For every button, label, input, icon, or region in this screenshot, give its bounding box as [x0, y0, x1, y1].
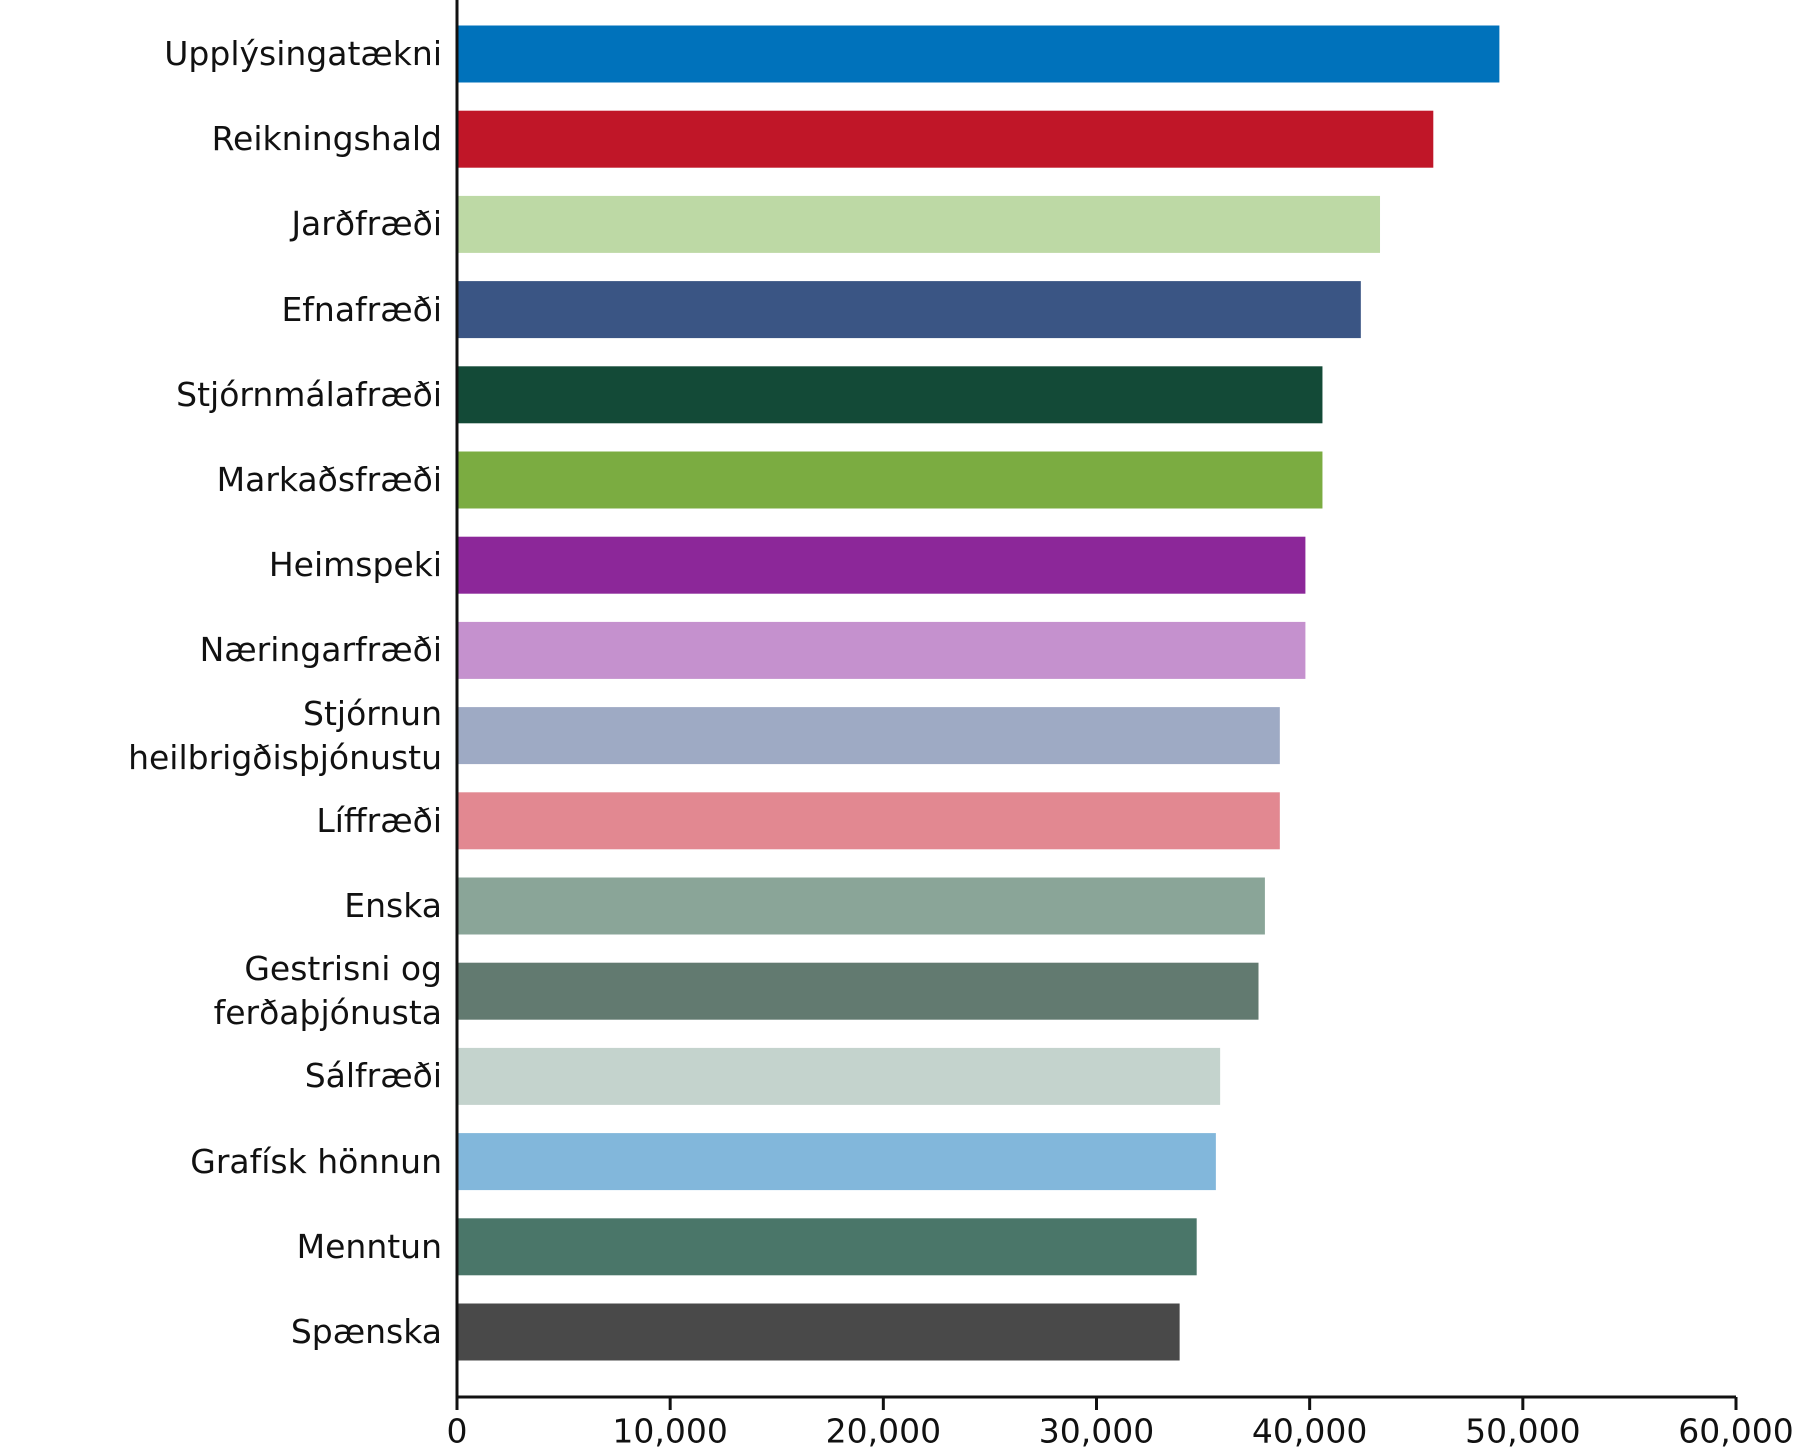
y-tick-label: Gestrisni og ferðaþjónusta [213, 949, 442, 1033]
y-tick-label: Menntun [296, 1226, 442, 1266]
y-tick-label: Markaðsfræði [216, 460, 442, 499]
bar [457, 621, 1306, 679]
bar [457, 195, 1381, 253]
x-tick-label: 20,000 [826, 1412, 941, 1451]
y-tick-label: Heimspeki [268, 545, 442, 585]
y-tick-label: Stjórnun heilbrigðisþjónustu [128, 693, 442, 777]
x-tick-label: 60,000 [1678, 1412, 1793, 1451]
bar [457, 1133, 1216, 1191]
y-tick-label: Reikningshald [211, 119, 442, 159]
x-tick-label: 30,000 [1039, 1412, 1154, 1451]
bar [457, 707, 1280, 765]
x-tick-label: 50,000 [1465, 1412, 1580, 1451]
bar [457, 110, 1434, 168]
x-tick-label: 10,000 [612, 1412, 727, 1451]
bar [457, 792, 1280, 850]
y-tick-label: Líffræði [316, 800, 442, 840]
y-tick-label: Sálfræði [304, 1056, 442, 1096]
y-tick-label: Spænska [290, 1312, 442, 1351]
bar [457, 451, 1323, 509]
y-tick-label: Enska [344, 886, 442, 925]
bar [457, 281, 1361, 339]
bar [457, 536, 1306, 594]
bar [457, 877, 1265, 935]
bar [457, 1218, 1197, 1276]
y-tick-label: Efnafræði [281, 289, 442, 329]
bar [457, 962, 1259, 1020]
y-tick-label: Næringarfræði [199, 630, 442, 670]
bar [457, 1047, 1221, 1105]
bar [457, 1303, 1180, 1361]
x-tick-label: 0 [447, 1412, 468, 1451]
y-tick-label: Grafísk hönnun [190, 1141, 442, 1181]
y-tick-label: Upplýsingatækni [164, 34, 442, 73]
y-tick-label: Stjórnmálafræði [176, 374, 442, 414]
y-tick-label: Jarðfræði [291, 204, 442, 244]
bar [457, 25, 1500, 83]
bar [457, 366, 1323, 424]
x-tick-label: 40,000 [1252, 1412, 1367, 1451]
